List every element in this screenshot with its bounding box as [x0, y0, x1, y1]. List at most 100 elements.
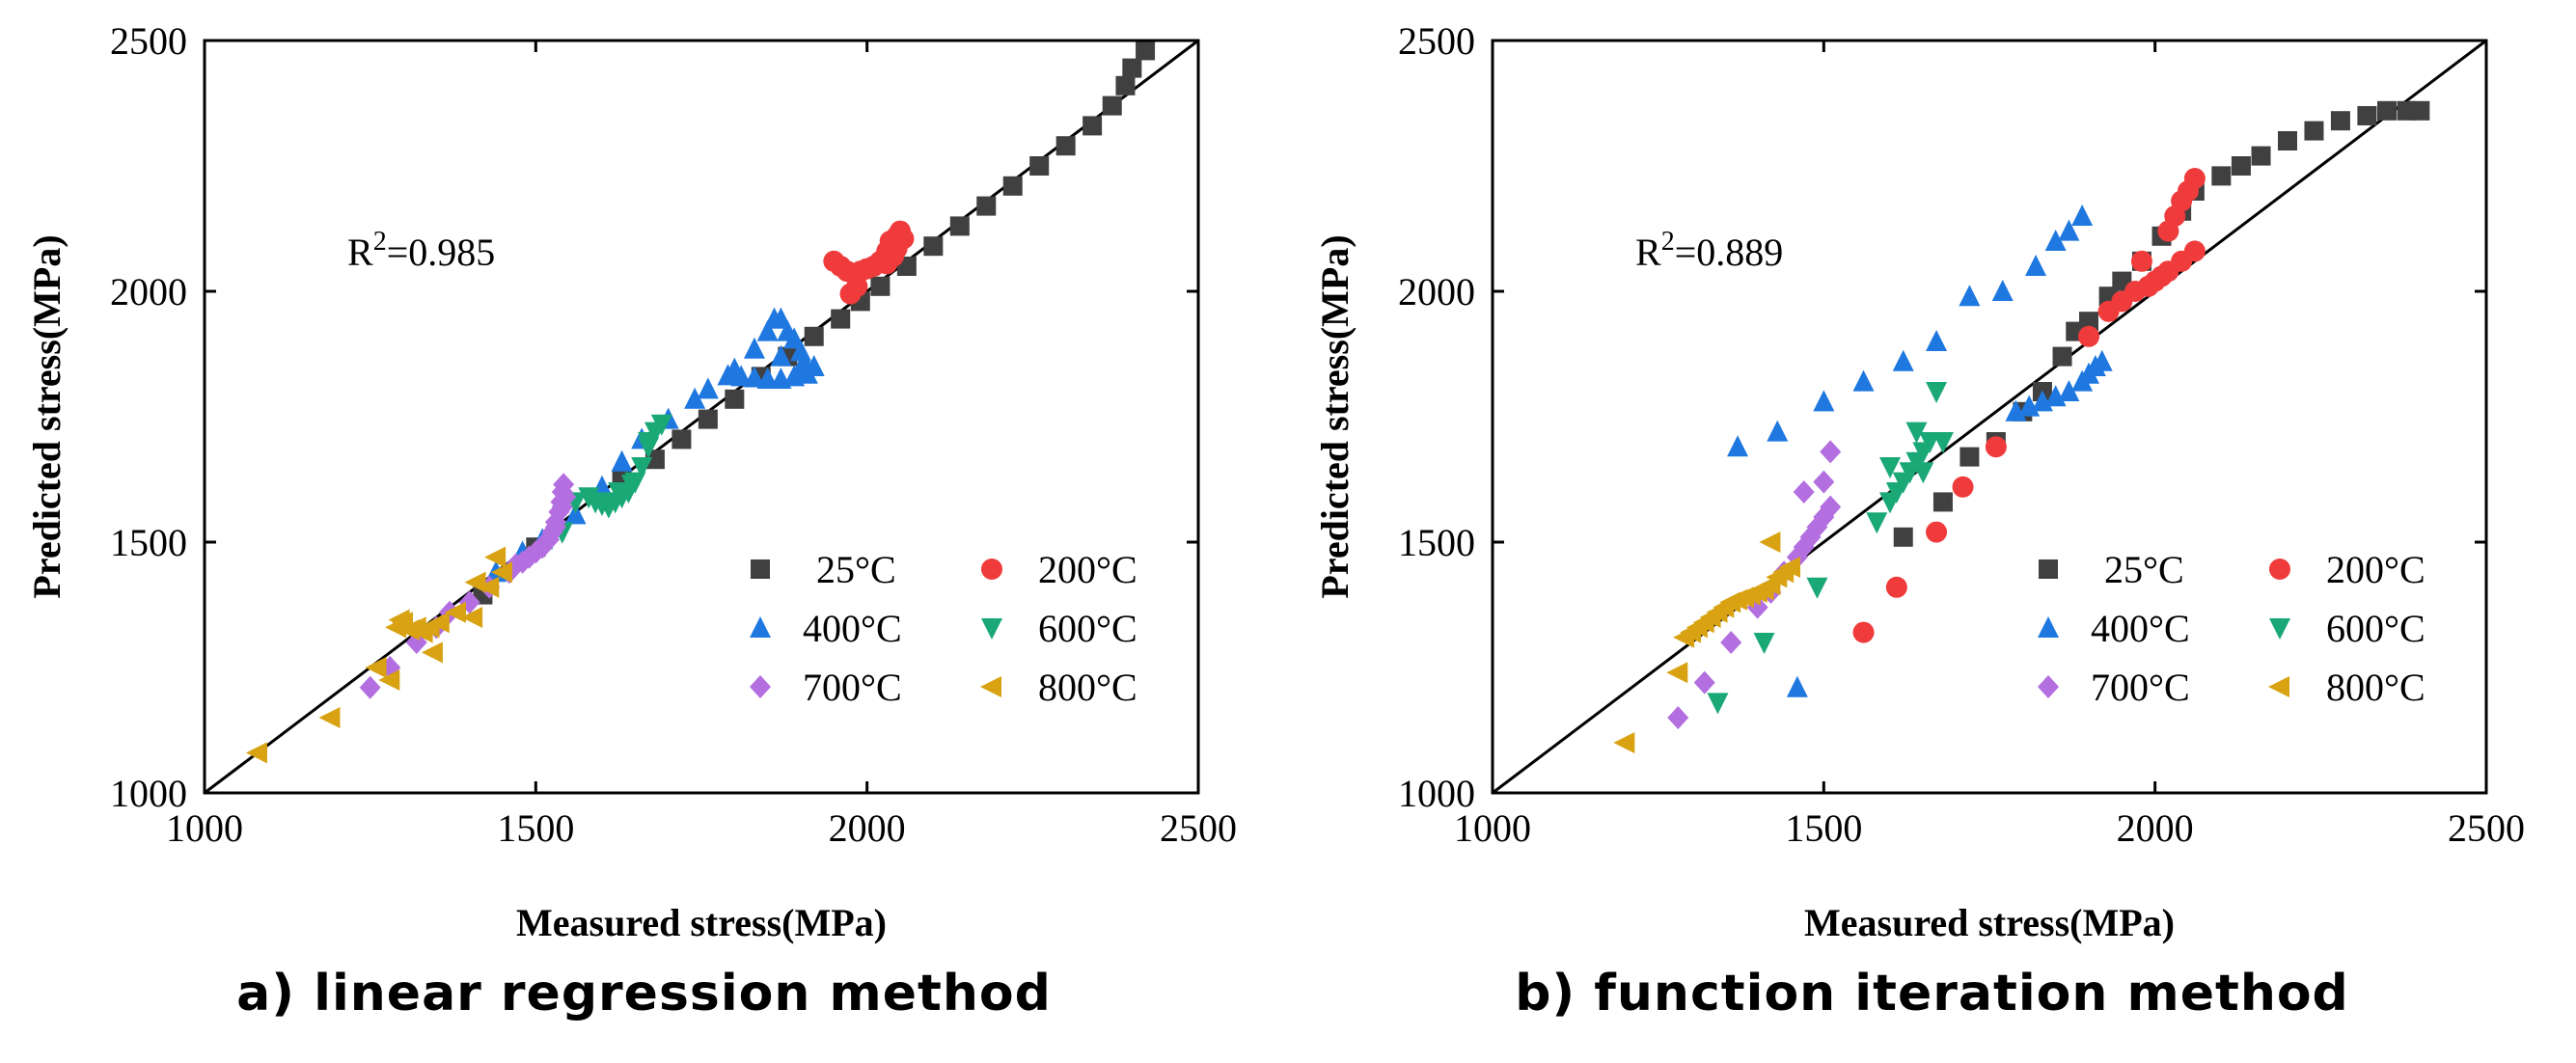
x-axis-label: Measured stress(MPa): [516, 901, 887, 944]
data-point: [1932, 492, 1953, 512]
x-tick-label: 1500: [1785, 806, 1862, 850]
data-point: [1959, 447, 1980, 467]
data-point: [803, 355, 825, 376]
data-point: [671, 429, 692, 450]
series-5: [1613, 532, 1800, 753]
data-point: [534, 531, 557, 554]
y-tick-label: 2000: [1398, 270, 1475, 313]
data-point: [770, 344, 792, 367]
data-point: [1866, 512, 1888, 534]
y-tick-label: 1000: [1398, 772, 1475, 815]
series-3: [551, 414, 672, 544]
data-point: [1893, 527, 1913, 547]
data-point: [1912, 462, 1934, 484]
data-point: [1759, 532, 1781, 553]
y-tick-label: 1500: [110, 521, 187, 564]
data-point: [2211, 166, 2232, 186]
data-point: [1852, 621, 1875, 643]
data-point: [1136, 41, 1156, 61]
legend-marker: [981, 559, 1002, 580]
data-point: [1852, 369, 1875, 392]
y-tick-label: 1000: [110, 772, 187, 815]
chart-a-svg: 1000 1500 2000 2500 1000 1500 2000 2500 Measured…: [25, 19, 1237, 944]
legend-item: 600°C: [981, 607, 1137, 650]
plot-frame: [203, 39, 1200, 795]
legend-label: 600°C: [1038, 607, 1137, 650]
data-point: [725, 389, 745, 409]
data-point: [1952, 476, 1974, 498]
x-tick-label: 2500: [2448, 806, 2525, 850]
y-axis-label: Predicted stress(MPa): [25, 234, 69, 598]
data-point: [620, 475, 643, 497]
legend-item: 800°C: [2268, 666, 2425, 709]
data-point: [2058, 219, 2080, 241]
data-point: [484, 546, 507, 568]
series-1: [823, 220, 915, 305]
legend-label: 200°C: [2326, 548, 2425, 591]
data-point: [1926, 521, 1948, 543]
data-point: [444, 601, 466, 623]
data-point: [1779, 557, 1800, 578]
data-point: [427, 612, 450, 634]
x-tick-label: 1000: [1454, 806, 1531, 850]
data-point: [1905, 422, 1928, 444]
data-point: [1885, 576, 1907, 598]
legend-item: 600°C: [2269, 607, 2425, 650]
reference-line: [1492, 39, 2487, 795]
legend-marker: [2268, 676, 2289, 697]
legend-item: 200°C: [2269, 548, 2425, 591]
legend-marker: [751, 559, 770, 579]
data-point: [2078, 325, 2099, 347]
chart-b-caption: b) function iteration method: [1515, 965, 2349, 1022]
data-point: [1720, 631, 1742, 654]
legend-marker: [2038, 675, 2059, 698]
data-point: [318, 707, 341, 728]
data-point: [1991, 280, 2014, 301]
legend-label: 700°C: [803, 666, 902, 709]
data-point: [1707, 693, 1729, 715]
data-point: [2377, 100, 2397, 121]
r-squared-annotation: R2=0.985: [347, 227, 495, 274]
legend-marker: [750, 616, 771, 638]
data-point: [870, 276, 891, 296]
legend-item: 400°C: [750, 607, 902, 650]
data-point: [1813, 470, 1835, 494]
y-tick-label: 2000: [110, 270, 187, 313]
data-point: [1926, 330, 1948, 351]
data-point: [1122, 58, 1142, 78]
legend-item: 200°C: [981, 548, 1137, 591]
series-0: [1893, 100, 2430, 547]
data-point: [743, 337, 765, 359]
legend-item: 400°C: [2038, 607, 2190, 650]
legend-label: 25°C: [2104, 548, 2184, 591]
data-point: [2410, 100, 2430, 121]
data-point: [2357, 106, 2377, 125]
series-3: [1707, 382, 1954, 715]
data-point: [478, 576, 500, 598]
data-point: [2330, 111, 2350, 131]
legend-marker: [981, 618, 1002, 640]
data-point: [2052, 346, 2072, 367]
legend-label: 700°C: [2091, 666, 2190, 709]
y-tick-label: 2500: [110, 19, 187, 63]
data-point: [388, 609, 410, 631]
legend-marker: [2269, 618, 2290, 640]
data-point: [1727, 435, 1749, 457]
data-point: [1666, 662, 1688, 684]
data-point: [949, 216, 970, 236]
data-point: [1613, 732, 1635, 753]
data-point: [1029, 156, 1050, 176]
data-point: [697, 377, 719, 399]
data-point: [1055, 136, 1076, 156]
data-point: [378, 669, 400, 691]
data-point: [876, 253, 898, 275]
x-tick-label: 2000: [829, 806, 906, 850]
data-point: [1002, 176, 1023, 196]
data-point: [421, 641, 443, 664]
data-point: [2130, 250, 2152, 272]
legend-marker: [750, 675, 771, 698]
x-tick-label: 1000: [166, 806, 243, 850]
chart-a-caption: a) linear regression method: [236, 965, 1052, 1022]
data-point: [1959, 285, 1981, 307]
data-point: [1892, 349, 1914, 371]
